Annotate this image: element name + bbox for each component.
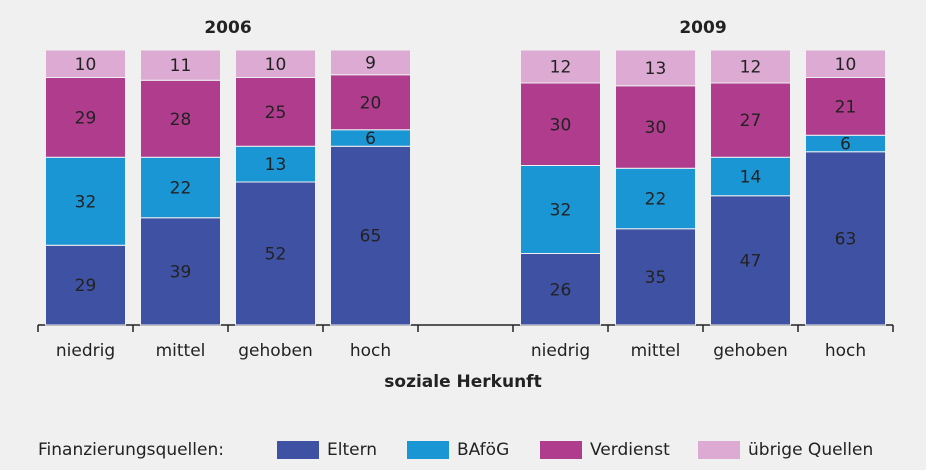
value-label: 11 xyxy=(170,56,192,76)
group-title: 2009 xyxy=(679,18,726,38)
bar-segment xyxy=(805,49,886,78)
value-label: 35 xyxy=(645,268,667,288)
bar-segment xyxy=(710,195,791,326)
bar-segment xyxy=(710,49,791,84)
value-label: 6 xyxy=(840,135,851,155)
bar-segment xyxy=(330,74,411,131)
value-label: 21 xyxy=(835,97,857,117)
legend-swatch xyxy=(277,441,319,459)
legend-label: BAföG xyxy=(457,440,509,460)
x-tick-label: mittel xyxy=(156,341,206,361)
value-label: 10 xyxy=(75,55,97,75)
value-label: 22 xyxy=(170,179,192,199)
bar-segment xyxy=(45,77,126,158)
value-label: 25 xyxy=(265,103,287,123)
value-label: 30 xyxy=(550,115,572,135)
value-label: 28 xyxy=(170,110,192,130)
bar-segment xyxy=(235,77,316,147)
bar-segment xyxy=(45,156,126,246)
legend-title: Finanzierungsquellen: xyxy=(38,440,224,460)
bar-segment xyxy=(140,217,221,326)
value-label: 29 xyxy=(75,108,97,128)
bar-segment xyxy=(520,253,601,326)
value-label: 10 xyxy=(835,55,857,75)
bar-segment xyxy=(45,244,126,326)
value-label: 47 xyxy=(740,251,762,271)
bar-segment xyxy=(615,85,696,169)
value-label: 32 xyxy=(75,192,97,212)
bar-segment xyxy=(520,49,601,84)
bar-segment xyxy=(235,49,316,78)
value-label: 52 xyxy=(265,245,287,265)
bar-segment xyxy=(330,145,411,326)
bar-segment xyxy=(615,49,696,87)
value-label: 13 xyxy=(265,155,287,175)
legend-swatch xyxy=(540,441,582,459)
legend-swatch xyxy=(698,441,740,459)
value-label: 22 xyxy=(645,190,667,210)
legend-swatch xyxy=(407,441,449,459)
value-label: 29 xyxy=(75,276,97,296)
x-tick-label: niedrig xyxy=(531,341,590,361)
x-axis-label: soziale Herkunft xyxy=(384,372,541,392)
x-tick-label: mittel xyxy=(631,341,681,361)
value-label: 26 xyxy=(550,280,572,300)
value-label: 12 xyxy=(550,58,572,78)
x-tick-label: hoch xyxy=(350,341,391,361)
x-tick-label: gehoben xyxy=(238,341,312,361)
bar-segment xyxy=(235,181,316,326)
bar-segment xyxy=(140,49,221,81)
bar-segment xyxy=(330,49,411,76)
bar-segment xyxy=(520,82,601,166)
value-label: 30 xyxy=(645,118,667,138)
x-tick-label: niedrig xyxy=(56,341,115,361)
value-label: 63 xyxy=(835,229,857,249)
bar-segment xyxy=(805,151,886,326)
value-label: 32 xyxy=(550,201,572,221)
value-label: 6 xyxy=(365,129,376,149)
bar-segment xyxy=(235,145,316,183)
legend-label: Eltern xyxy=(327,440,377,460)
bar-segment xyxy=(710,82,791,158)
legend-label: Verdienst xyxy=(590,440,670,460)
group-title: 2006 xyxy=(204,18,251,38)
bar-segment xyxy=(710,156,791,197)
x-tick-label: hoch xyxy=(825,341,866,361)
value-label: 13 xyxy=(645,59,667,79)
bar-segment xyxy=(45,49,126,78)
value-label: 20 xyxy=(360,93,382,113)
bar-segment xyxy=(520,165,601,254)
value-label: 12 xyxy=(740,58,762,78)
value-label: 39 xyxy=(170,262,192,282)
bar-segment xyxy=(615,228,696,326)
value-label: 27 xyxy=(740,111,762,131)
value-label: 65 xyxy=(360,227,382,247)
value-label: 10 xyxy=(265,55,287,75)
value-label: 14 xyxy=(740,168,762,188)
value-label: 9 xyxy=(365,53,376,73)
legend-label: übrige Quellen xyxy=(748,440,873,460)
x-tick-label: gehoben xyxy=(713,341,787,361)
